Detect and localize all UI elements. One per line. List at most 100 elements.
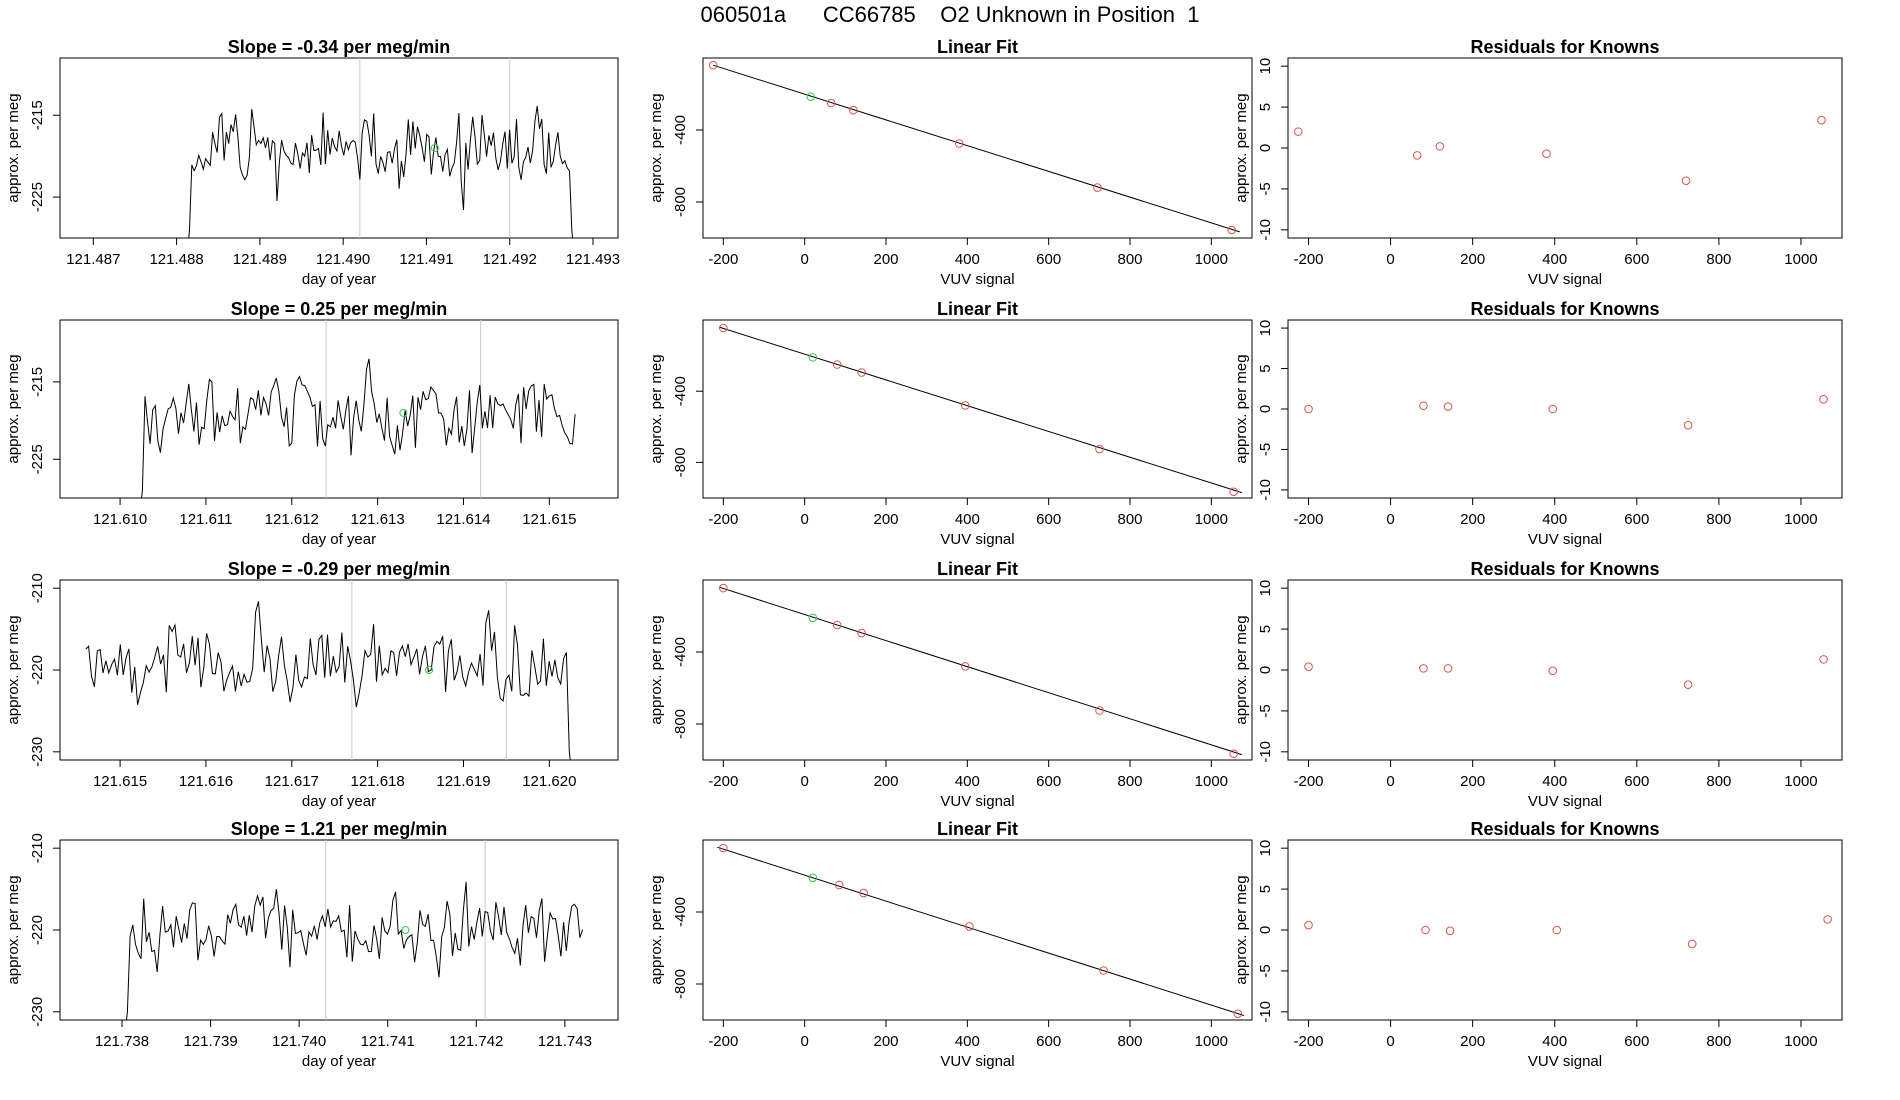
x-tick-label: 1000 xyxy=(1195,773,1228,790)
x-tick-label: 1000 xyxy=(1784,511,1817,528)
plot-area xyxy=(719,583,1242,759)
x-axis-label: day of year xyxy=(302,531,376,548)
x-tick-label: 121.613 xyxy=(351,511,405,528)
y-tick-label: -210 xyxy=(29,573,46,603)
y-tick-label: -225 xyxy=(29,444,46,474)
known-point xyxy=(1099,966,1108,975)
x-tick-label: 121.618 xyxy=(351,773,405,790)
panel-linear-fit-row4: Linear Fit -200 0 200 400 600 800 1000 VUV signa… xyxy=(648,819,1253,1070)
y-tick-label: 0 xyxy=(1257,405,1274,413)
x-tick-label: -200 xyxy=(708,1033,738,1050)
x-tick-label: 200 xyxy=(1460,1033,1485,1050)
plot-area xyxy=(719,323,1242,497)
panel-title: Linear Fit xyxy=(937,37,1018,57)
known-point xyxy=(857,368,866,377)
x-tick-label: 1000 xyxy=(1784,773,1817,790)
plot-area xyxy=(141,320,576,498)
panel-time-series-row1: Slope = -0.34 per meg/min 121.487 121.488 1… xyxy=(5,37,620,288)
y-tick-label: -220 xyxy=(29,655,46,685)
y-tick-label: -10 xyxy=(1257,219,1274,241)
y-tick-label: -10 xyxy=(1257,741,1274,763)
y-tick-label: -10 xyxy=(1257,479,1274,501)
y-tick-label: 0 xyxy=(1257,926,1274,934)
panel-linear-fit-row3: Linear Fit -200 0 200 400 600 800 1000 VUV signa… xyxy=(648,559,1253,810)
x-tick-label: 600 xyxy=(1624,251,1649,268)
y-tick-label: 10 xyxy=(1257,320,1274,337)
y-tick-label: -400 xyxy=(672,376,689,406)
panel-title: Residuals for Knowns xyxy=(1470,299,1659,319)
x-tick-label: 0 xyxy=(800,511,808,528)
x-axis-label: VUV signal xyxy=(1528,271,1602,288)
plot-area xyxy=(708,60,1240,235)
x-tick-label: 400 xyxy=(955,251,980,268)
x-tick-label: -200 xyxy=(708,251,738,268)
x-tick-label: 121.740 xyxy=(272,1033,326,1050)
known-point xyxy=(1229,749,1238,759)
x-tick-label: 121.489 xyxy=(233,251,287,268)
residual-point xyxy=(1419,664,1428,673)
y-tick-label: 5 xyxy=(1257,364,1274,372)
x-tick-label: 1000 xyxy=(1784,1033,1817,1050)
residual-point xyxy=(1435,142,1445,151)
panel-residuals-row3: Residuals for Knowns-200 0 200 400 600 800 100… xyxy=(1233,559,1843,810)
x-axis-label: VUV signal xyxy=(940,531,1014,548)
y-tick-label: 10 xyxy=(1257,58,1274,75)
x-tick-label: 121.620 xyxy=(522,773,576,790)
time-series-line xyxy=(85,601,571,760)
x-tick-label: -200 xyxy=(1294,511,1324,528)
x-axis-label: VUV signal xyxy=(940,1053,1014,1070)
plot-frame xyxy=(702,579,1253,761)
plot-frame xyxy=(59,579,619,761)
x-tick-label: 600 xyxy=(1036,251,1061,268)
x-tick-label: 1000 xyxy=(1195,1033,1228,1050)
x-tick-label: 600 xyxy=(1624,1033,1649,1050)
time-series-line xyxy=(141,358,576,498)
x-tick-label: 400 xyxy=(1542,1033,1567,1050)
x-tick-label: 800 xyxy=(1706,1033,1731,1050)
residual-point xyxy=(1412,151,1422,160)
plot-frame xyxy=(702,319,1253,499)
residual-point xyxy=(1443,402,1453,411)
known-point xyxy=(954,139,964,148)
unknown-point xyxy=(806,92,816,101)
x-tick-label: 200 xyxy=(873,773,898,790)
x-tick-label: 0 xyxy=(1386,773,1394,790)
x-tick-label: 121.741 xyxy=(361,1033,415,1050)
panel-title: Residuals for Knowns xyxy=(1470,819,1659,839)
y-axis-label: approx. per meg xyxy=(5,615,22,724)
x-axis-label: day of year xyxy=(302,271,376,288)
y-tick-label: 10 xyxy=(1257,580,1274,597)
unknown-point xyxy=(399,408,408,417)
plot-area xyxy=(1304,655,1828,690)
x-tick-label: 400 xyxy=(955,773,980,790)
y-tick-label: -800 xyxy=(672,447,689,477)
x-tick-label: 800 xyxy=(1706,773,1731,790)
y-axis-label: approx. per meg xyxy=(1233,354,1250,463)
x-tick-label: 400 xyxy=(1542,773,1567,790)
x-tick-label: 121.742 xyxy=(449,1033,503,1050)
known-point xyxy=(832,360,842,369)
y-axis-label: approx. per meg xyxy=(5,354,22,463)
known-point xyxy=(719,323,728,333)
y-tick-label: -5 xyxy=(1257,704,1274,717)
unknown-point xyxy=(808,613,818,623)
plot-frame xyxy=(1287,57,1843,239)
known-point xyxy=(719,583,728,593)
y-axis-label: approx. per meg xyxy=(1233,615,1250,724)
plot-area xyxy=(125,840,584,1020)
residual-point xyxy=(1819,394,1828,404)
panel-residuals-row2: Residuals for Knowns-200 0 200 400 600 800 100… xyxy=(1233,299,1843,548)
residual-point xyxy=(1443,664,1453,673)
y-tick-label: -5 xyxy=(1257,182,1274,195)
panel-title: Slope = 0.25 per meg/min xyxy=(231,299,448,319)
panel-linear-fit-row2: Linear Fit -200 0 200 400 600 800 1000 VUV signa… xyxy=(648,299,1253,548)
residual-point xyxy=(1542,149,1551,159)
panel-title: Slope = 1.21 per meg/min xyxy=(231,819,448,839)
known-point xyxy=(857,628,866,638)
known-point xyxy=(826,98,836,108)
x-tick-label: -200 xyxy=(1294,773,1324,790)
x-tick-label: 121.615 xyxy=(522,511,576,528)
x-tick-label: 121.743 xyxy=(538,1033,592,1050)
x-tick-label: 1000 xyxy=(1195,251,1228,268)
